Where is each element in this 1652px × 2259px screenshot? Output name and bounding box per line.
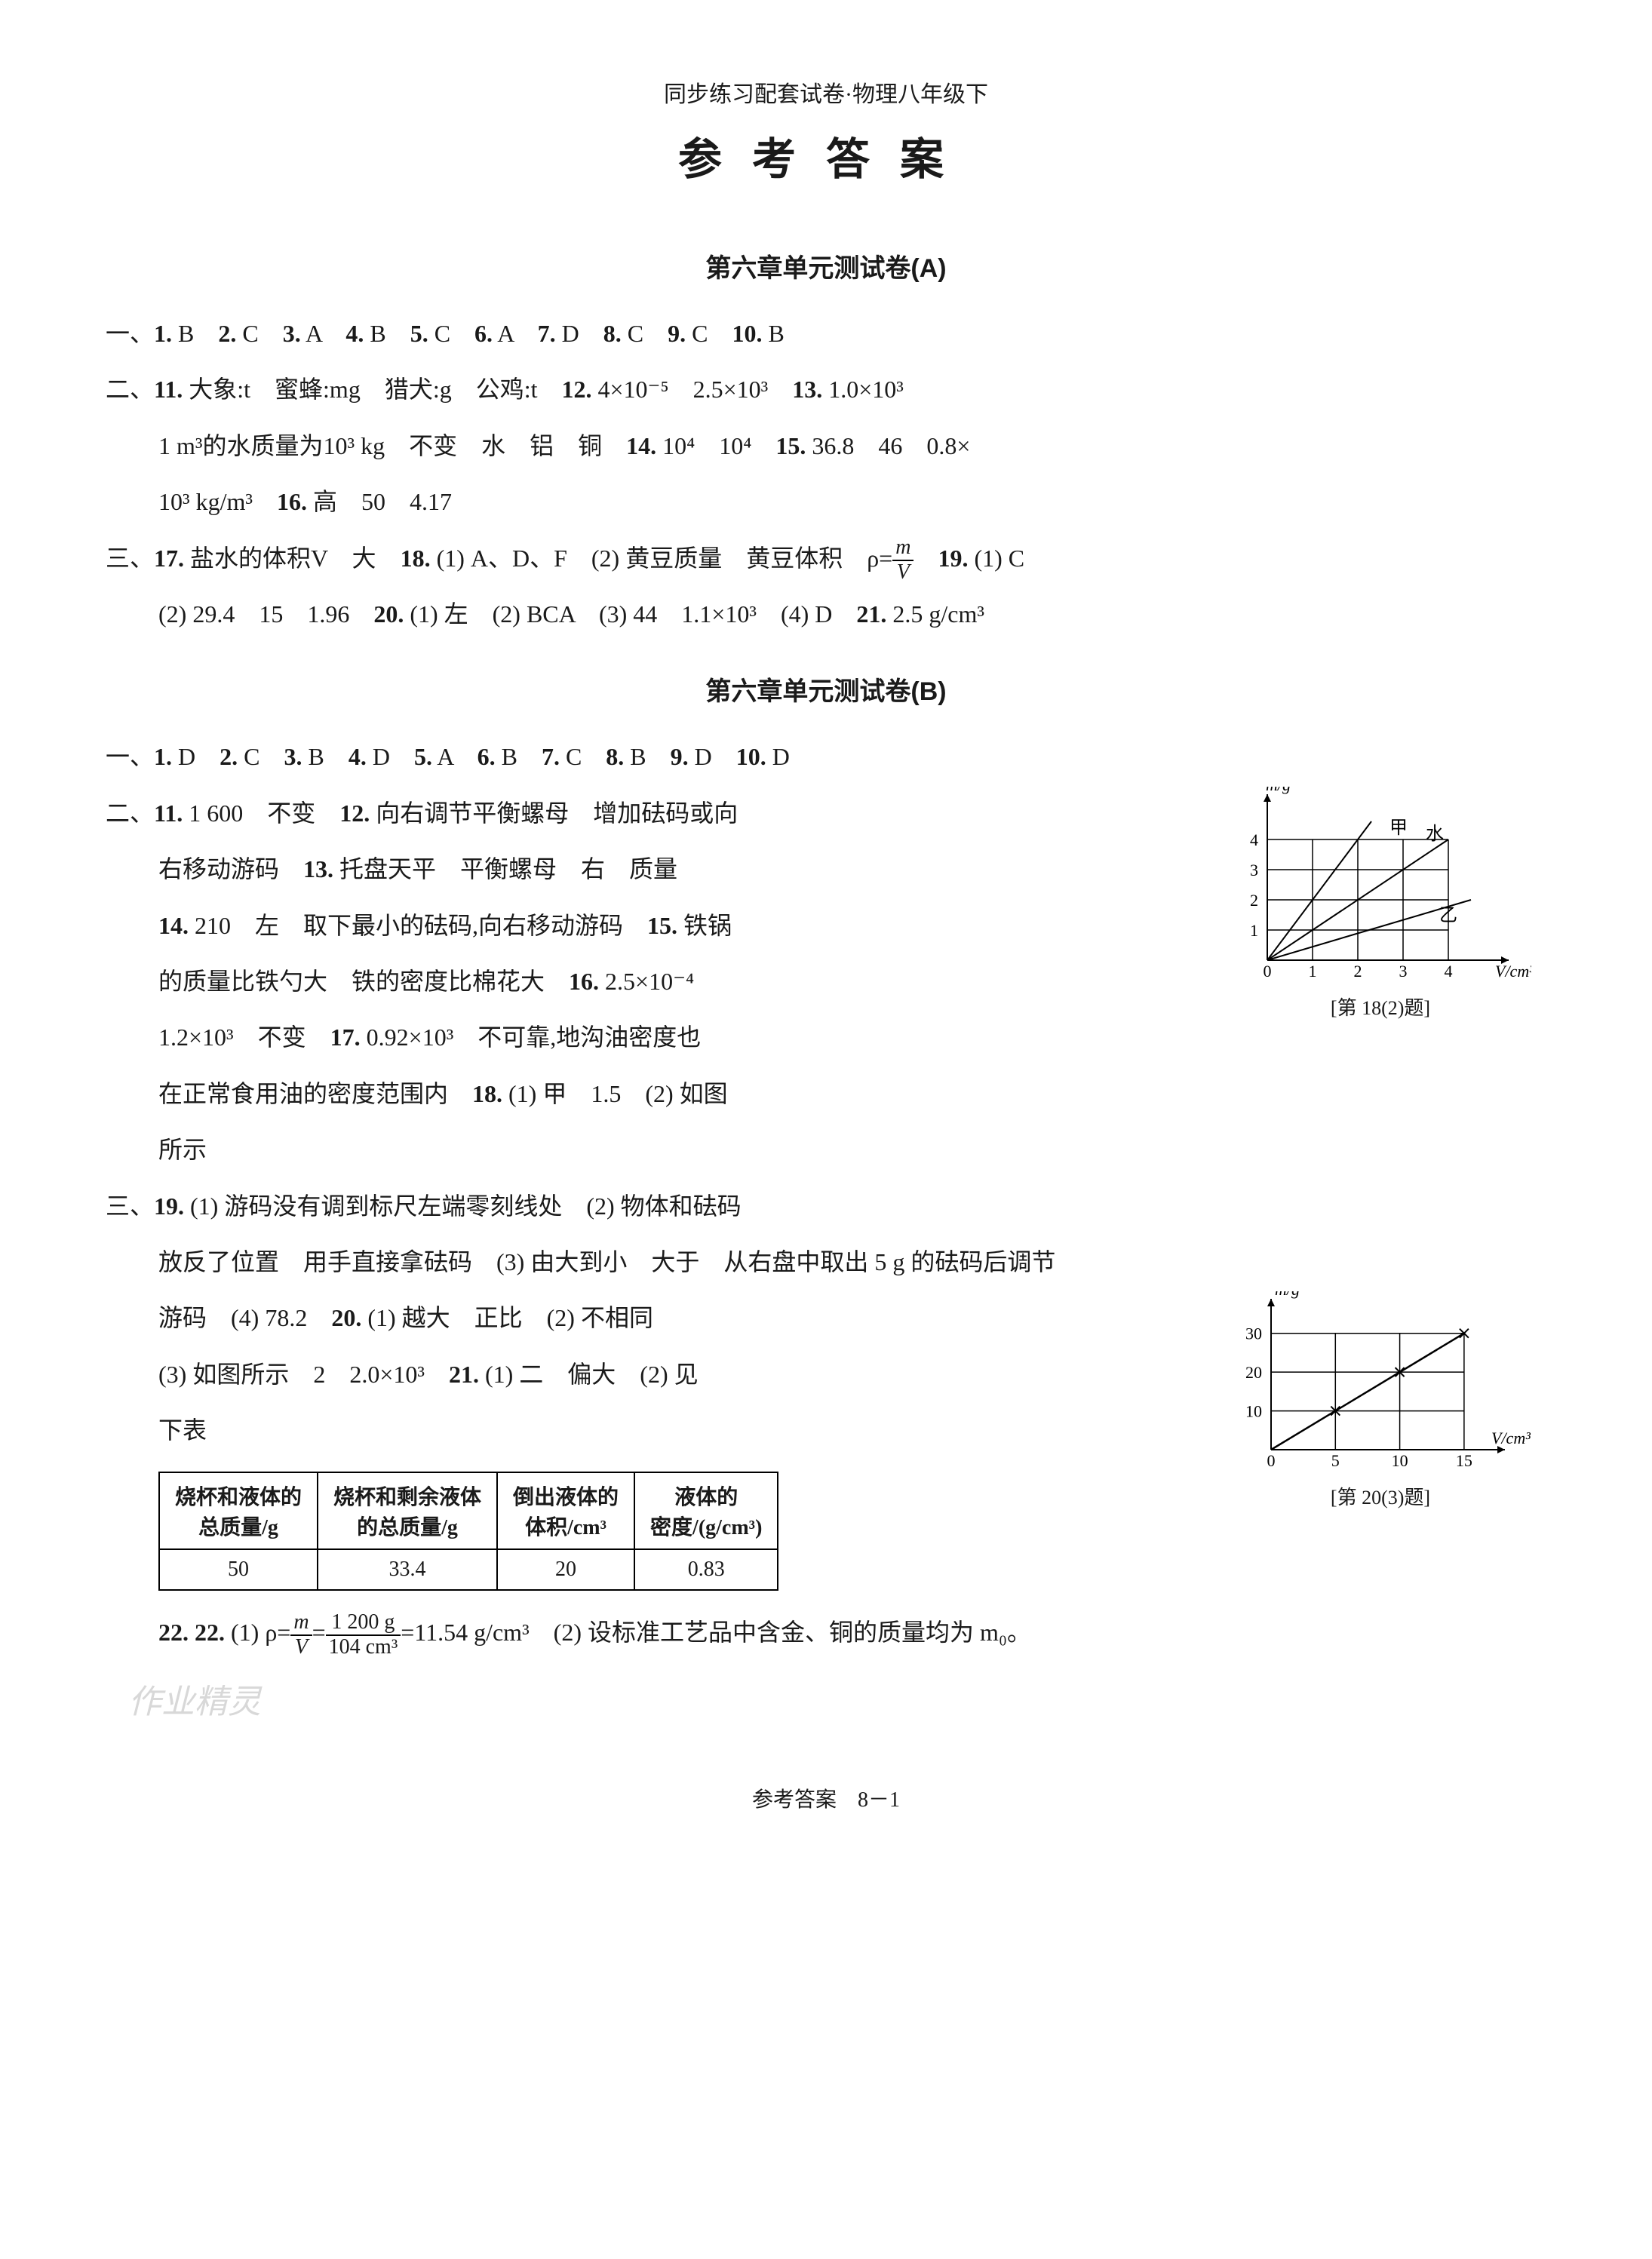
frac-22-1: mV — [290, 1611, 312, 1659]
data-table: 烧杯和液体的总质量/g 烧杯和剩余液体的总质量/g 倒出液体的体积/cm³ 液体… — [158, 1472, 778, 1591]
td-0: 50 — [159, 1549, 318, 1590]
svg-text:甲: 甲 — [1389, 818, 1408, 838]
td-2: 20 — [497, 1549, 634, 1590]
svg-text:乙: 乙 — [1439, 906, 1457, 925]
svg-text:5: 5 — [1331, 1451, 1340, 1470]
chart2-block: 游码 (4) 78.2 20. (1) 越大 正比 (2) 不相同 (3) 如图… — [106, 1291, 1546, 1591]
svg-text:2: 2 — [1354, 962, 1362, 981]
th-0: 烧杯和液体的总质量/g — [159, 1472, 318, 1549]
svg-text:15: 15 — [1456, 1451, 1472, 1470]
a-line3a: 三、17. 盐水的体积V 大 18. (1) A、D、F (2) 黄豆质量 黄豆… — [106, 532, 1546, 585]
a-line3b: (2) 29.4 15 1.96 20. (1) 左 (2) BCA (3) 4… — [106, 588, 1546, 640]
svg-text:1: 1 — [1309, 962, 1317, 981]
chapter-a-title: 第六章单元测试卷(A) — [106, 247, 1546, 284]
svg-text:V/cm³: V/cm³ — [1495, 962, 1531, 981]
main-title: 参考答案 — [106, 124, 1546, 187]
table-data-row: 50 33.4 20 0.83 — [159, 1549, 778, 1590]
svg-text:10: 10 — [1392, 1451, 1408, 1470]
chart-18-2: 012341234m/gV/cm³甲水乙 [第 18(2)题] — [1230, 787, 1531, 1013]
table-header-row: 烧杯和液体的总质量/g 烧杯和剩余液体的总质量/g 倒出液体的体积/cm³ 液体… — [159, 1472, 778, 1549]
svg-text:30: 30 — [1245, 1324, 1262, 1343]
a-line2a: 二、11. 大象:t 蜜蜂:mg 猎犬:g 公鸡:t 12. 4×10⁻⁵ 2.… — [106, 363, 1546, 416]
chart2-caption: [第 20(3)题] — [1230, 1482, 1531, 1510]
b-line2b: 右移动游码 13. 托盘天平 平衡螺母 右 质量 — [106, 843, 1222, 895]
svg-text:0: 0 — [1267, 1451, 1276, 1470]
td-1: 33.4 — [318, 1549, 497, 1590]
chart1-block: 二、11. 1 600 不变 12. 向右调节平衡螺母 增加砝码或向 右移动游码… — [106, 787, 1546, 1177]
a-line2c: 10³ kg/m³ 16. 高 50 4.17 — [106, 475, 1546, 528]
b-line2g: 所示 — [106, 1123, 1222, 1176]
svg-text:水: 水 — [1426, 824, 1444, 844]
b-line2d: 的质量比铁勺大 铁的密度比棉花大 16. 2.5×10⁻⁴ — [106, 955, 1222, 1008]
b-line3b: 放反了位置 用手直接拿砝码 (3) 由大到小 大于 从右盘中取出 5 g 的砝码… — [106, 1235, 1546, 1288]
svg-text:10: 10 — [1245, 1402, 1262, 1421]
svg-text:3: 3 — [1399, 962, 1408, 981]
svg-text:0: 0 — [1264, 962, 1272, 981]
chapter-a-content: 一、1. B 2. C 3. A 4. B 5. C 6. A 7. D 8. … — [106, 307, 1546, 640]
b-line1: 一、1. D 2. C 3. B 4. D 5. A 6. B 7. C 8. … — [106, 730, 1546, 783]
svg-text:m/g: m/g — [1266, 787, 1291, 794]
svg-text:2: 2 — [1250, 891, 1258, 910]
b-line3d: (3) 如图所示 2 2.0×10³ 21. (1) 二 偏大 (2) 见 — [106, 1348, 1199, 1401]
b-line22: 22. 22. (1) ρ=mV=1 200 g104 cm³=11.54 g/… — [106, 1606, 1546, 1659]
svg-text:V/cm³: V/cm³ — [1491, 1429, 1531, 1447]
svg-text:m/g: m/g — [1275, 1291, 1300, 1299]
chart-20-3: 051015102030m/gV/cm³ [第 20(3)题] — [1230, 1291, 1531, 1502]
fraction-mv: mV — [892, 536, 914, 585]
b-line3a: 三、19. (1) 游码没有调到标尺左端零刻线处 (2) 物体和砝码 — [106, 1180, 1546, 1232]
frac-22-2: 1 200 g104 cm³ — [326, 1611, 401, 1659]
svg-text:3: 3 — [1250, 861, 1258, 879]
chapter-b-title: 第六章单元测试卷(B) — [106, 671, 1546, 707]
chart2-svg: 0 5 10 15 10 20 30 m/g V/cm³ — [1230, 1291, 1531, 1472]
b-line3e: 下表 — [106, 1404, 1199, 1456]
watermark: 作业精灵 — [106, 1674, 1546, 1723]
th-3: 液体的密度/(g/cm³) — [634, 1472, 778, 1549]
a-line1: 一、1. B 2. C 3. A 4. B 5. C 6. A 7. D 8. … — [106, 307, 1546, 360]
th-2: 倒出液体的体积/cm³ — [497, 1472, 634, 1549]
a-line2b: 1 m³的水质量为10³ kg 不变 水 铝 铜 14. 10⁴ 10⁴ 15.… — [106, 419, 1546, 472]
th-1: 烧杯和剩余液体的总质量/g — [318, 1472, 497, 1549]
svg-text:20: 20 — [1245, 1363, 1262, 1382]
svg-text:1: 1 — [1250, 921, 1258, 940]
td-3: 0.83 — [634, 1549, 778, 1590]
b-line3c: 游码 (4) 78.2 20. (1) 越大 正比 (2) 不相同 — [106, 1291, 1199, 1344]
chart1-svg: 0 1 2 3 4 1 2 3 4 m/g V/cm³ 甲水乙 — [1230, 787, 1531, 983]
b-line2f: 在正常食用油的密度范围内 18. (1) 甲 1.5 (2) 如图 — [106, 1067, 1222, 1120]
b-line2e: 1.2×10³ 不变 17. 0.92×10³ 不可靠,地沟油密度也 — [106, 1011, 1222, 1064]
svg-text:4: 4 — [1445, 962, 1453, 981]
b-line2a: 二、11. 1 600 不变 12. 向右调节平衡螺母 增加砝码或向 — [106, 787, 1222, 839]
svg-text:4: 4 — [1250, 830, 1258, 849]
b-line2c: 14. 210 左 取下最小的砝码,向右移动游码 15. 铁锅 — [106, 899, 1222, 952]
header-subtitle: 同步练习配套试卷·物理八年级下 — [106, 75, 1546, 109]
page-footer: 参考答案 8－1 — [106, 1783, 1546, 1813]
chart1-caption: [第 18(2)题] — [1230, 993, 1531, 1021]
